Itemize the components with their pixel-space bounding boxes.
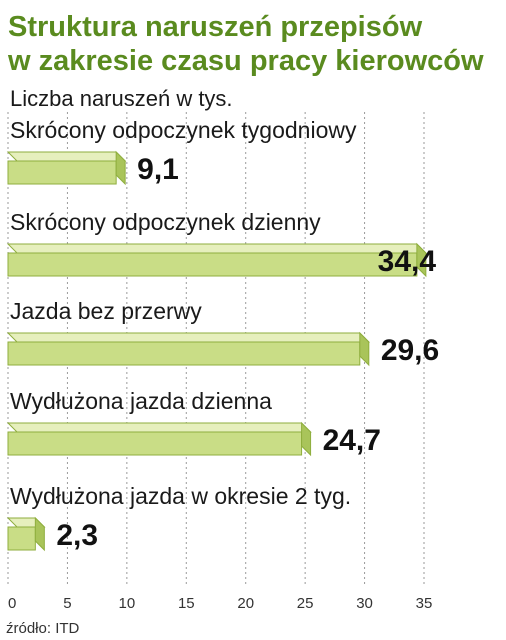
x-tick-label-25: 25 (297, 595, 314, 612)
bar-top-2 (6, 332, 371, 343)
bar-top-3 (6, 422, 312, 433)
bar-3 (7, 431, 303, 456)
value-label-2: 29,6 (381, 334, 439, 367)
bar-4 (7, 526, 36, 551)
x-axis-ticks: 0 5 10 15 20 25 30 35 (8, 595, 432, 612)
bar-side-0 (115, 150, 126, 186)
category-label-4: Wydłużona jazda w okresie 2 tyg. (10, 483, 351, 509)
unit-label: Liczba naruszeń w tys. (10, 86, 233, 111)
source-note: źródło: ITD (6, 620, 80, 637)
bar-row-0: Skrócony odpoczynek tygodniowy 9,1 (6, 117, 357, 186)
x-tick-label-35: 35 (416, 595, 433, 612)
bar-side-2 (359, 331, 370, 367)
bar-side-1 (416, 242, 427, 278)
category-label-1: Skrócony odpoczynek dzienny (10, 209, 321, 235)
bar-1 (7, 252, 418, 277)
x-tick-label-30: 30 (356, 595, 373, 612)
chart-title-line-1: Struktura naruszeń przepisów (8, 11, 423, 43)
bar-row-4: Wydłużona jazda w okresie 2 tyg. 2,3 (6, 483, 351, 552)
value-label-3: 24,7 (323, 424, 381, 457)
value-label-1: 34,4 (378, 245, 437, 278)
bar-side-4 (34, 516, 45, 552)
value-label-0: 9,1 (137, 153, 179, 186)
x-tick-label-20: 20 (237, 595, 254, 612)
x-tick-label-0: 0 (8, 595, 16, 612)
bar-side-3 (301, 421, 312, 457)
bars-layer: Skrócony odpoczynek tygodniowy9,1Skrócon… (6, 117, 439, 552)
bar-0 (7, 160, 117, 185)
bar-top-1 (6, 243, 428, 254)
x-tick-label-15: 15 (178, 595, 195, 612)
bar-2 (7, 341, 361, 366)
bar-top-0 (6, 151, 127, 162)
x-tick-label-5: 5 (63, 595, 71, 612)
category-label-0: Skrócony odpoczynek tygodniowy (10, 117, 357, 143)
category-label-3: Wydłużona jazda dzienna (10, 388, 272, 414)
chart-title-line-2: w zakresie czasu pracy kierowców (7, 45, 484, 77)
bar-row-1: Skrócony odpoczynek dzienny 34,4 (6, 209, 437, 278)
bar-row-3: Wydłużona jazda dzienna 24,7 (6, 388, 381, 457)
value-label-4: 2,3 (56, 519, 98, 552)
category-label-2: Jazda bez przerwy (10, 298, 202, 324)
bar-row-2: Jazda bez przerwy 29,6 (6, 298, 439, 367)
x-tick-label-10: 10 (119, 595, 136, 612)
